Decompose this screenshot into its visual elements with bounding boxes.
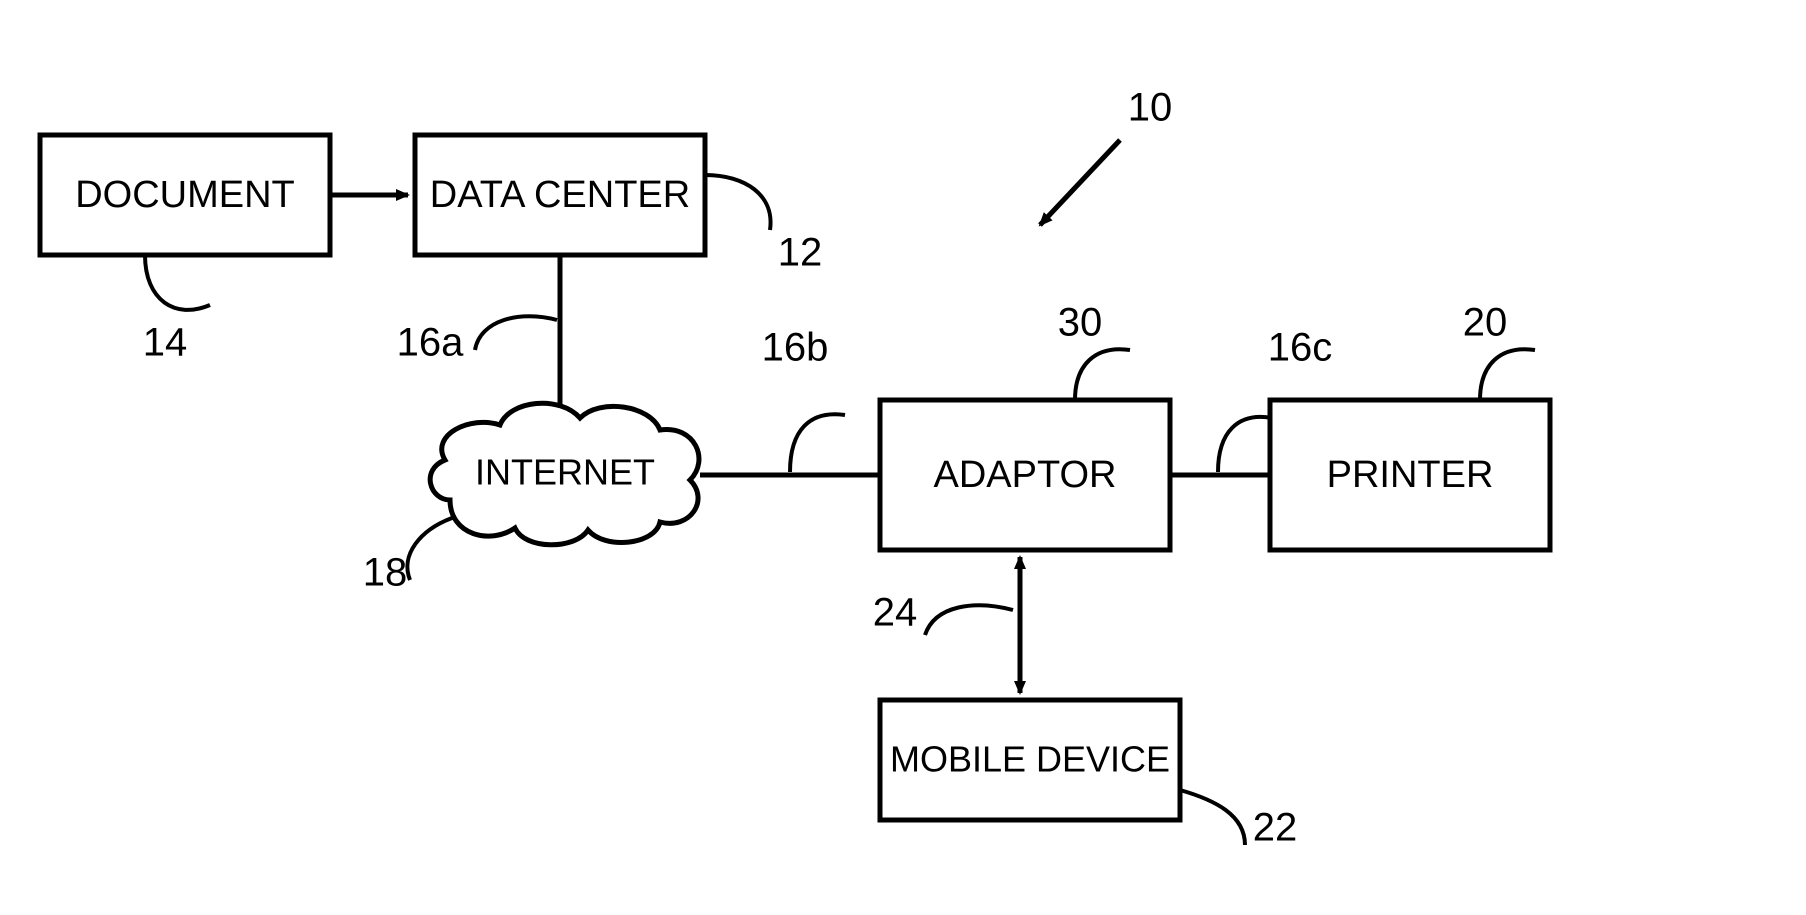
node-data-center-label: DATA CENTER [430,174,690,216]
ref-10: 10 [1128,86,1173,130]
ref-30: 30 [1058,301,1103,345]
figure-ref-10: 10 [1040,86,1172,225]
node-adaptor-label: ADAPTOR [933,454,1116,496]
node-data-center: DATA CENTER [415,135,705,255]
ref-24: 24 [873,591,918,635]
ref-18: 18 [363,551,408,595]
leader-14 [145,255,210,310]
ref-20: 20 [1463,301,1508,345]
system-diagram: DOCUMENT 14 DATA CENTER 12 16a INTERNET … [0,0,1806,915]
node-adaptor: ADAPTOR [880,400,1170,550]
leader-24 [925,605,1013,635]
leader-18 [407,518,452,580]
node-printer: PRINTER [1270,400,1550,550]
ref-14: 14 [143,321,188,365]
node-mobile-device: MOBILE DEVICE [880,700,1180,820]
leader-16a [475,316,557,350]
ref-16b: 16b [762,326,829,370]
node-mobile-device-label: MOBILE DEVICE [890,739,1170,780]
leader-22 [1180,790,1245,845]
leader-20 [1480,349,1535,400]
leader-16c [1218,417,1272,472]
node-document: DOCUMENT [40,135,330,255]
leader-30 [1075,349,1130,400]
ref-16a: 16a [397,321,464,365]
ref-16c: 16c [1268,326,1333,370]
leader-12 [705,175,771,230]
node-printer-label: PRINTER [1327,454,1494,496]
figure-ref-arrow [1040,140,1120,225]
ref-12: 12 [778,231,823,275]
node-document-label: DOCUMENT [75,174,295,216]
ref-22: 22 [1253,806,1298,850]
node-internet: INTERNET [430,403,699,545]
leader-16b [790,414,845,472]
node-internet-label: INTERNET [475,452,655,493]
